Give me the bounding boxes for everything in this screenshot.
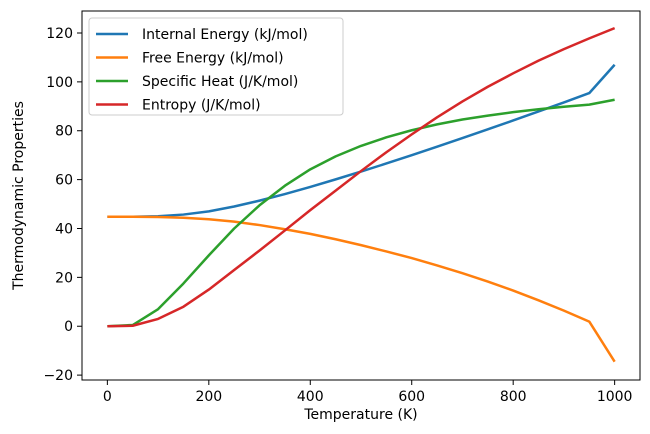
y-tick-label: 120	[46, 26, 73, 42]
legend: Internal Energy (kJ/mol) Free Energy (kJ/…	[88, 17, 344, 116]
y-tick-label: 20	[55, 270, 73, 286]
x-tick-label: 0	[103, 389, 112, 405]
x-tick-label: 200	[195, 389, 222, 405]
y-tick-label: 60	[55, 173, 73, 189]
x-axis: 0 200 400 600 800 1000	[103, 380, 633, 405]
x-tick-label: 1000	[597, 389, 633, 405]
series-line-3	[107, 26, 616, 328]
series-line-1	[107, 215, 616, 363]
plot-frame	[81, 10, 641, 381]
x-tick-label: 400	[297, 389, 324, 405]
y-tick-label: 0	[64, 319, 73, 335]
y-tick-label: 80	[55, 124, 73, 140]
legend-box	[88, 17, 344, 116]
plot-series-group	[107, 26, 616, 363]
y-tick-label: 40	[55, 221, 73, 237]
x-tick-label: 600	[398, 389, 425, 405]
series-line-2	[107, 98, 615, 328]
y-tick-label: 100	[46, 75, 73, 91]
y-axis: −20 0 20 40 60 80 100 120	[43, 26, 82, 384]
y-axis-label: Thermodynamic Properties	[11, 101, 27, 291]
x-axis-label: Temperature (K)	[303, 407, 417, 423]
x-tick-label: 800	[500, 389, 527, 405]
legend-label-2: Specific Heat (J/K/mol)	[142, 74, 298, 90]
legend-label-0: Internal Energy (kJ/mol)	[142, 27, 308, 43]
legend-label-3: Entropy (J/K/mol)	[142, 98, 261, 114]
legend-label-1: Free Energy (kJ/mol)	[142, 51, 284, 67]
y-tick-label: −20	[43, 368, 73, 384]
